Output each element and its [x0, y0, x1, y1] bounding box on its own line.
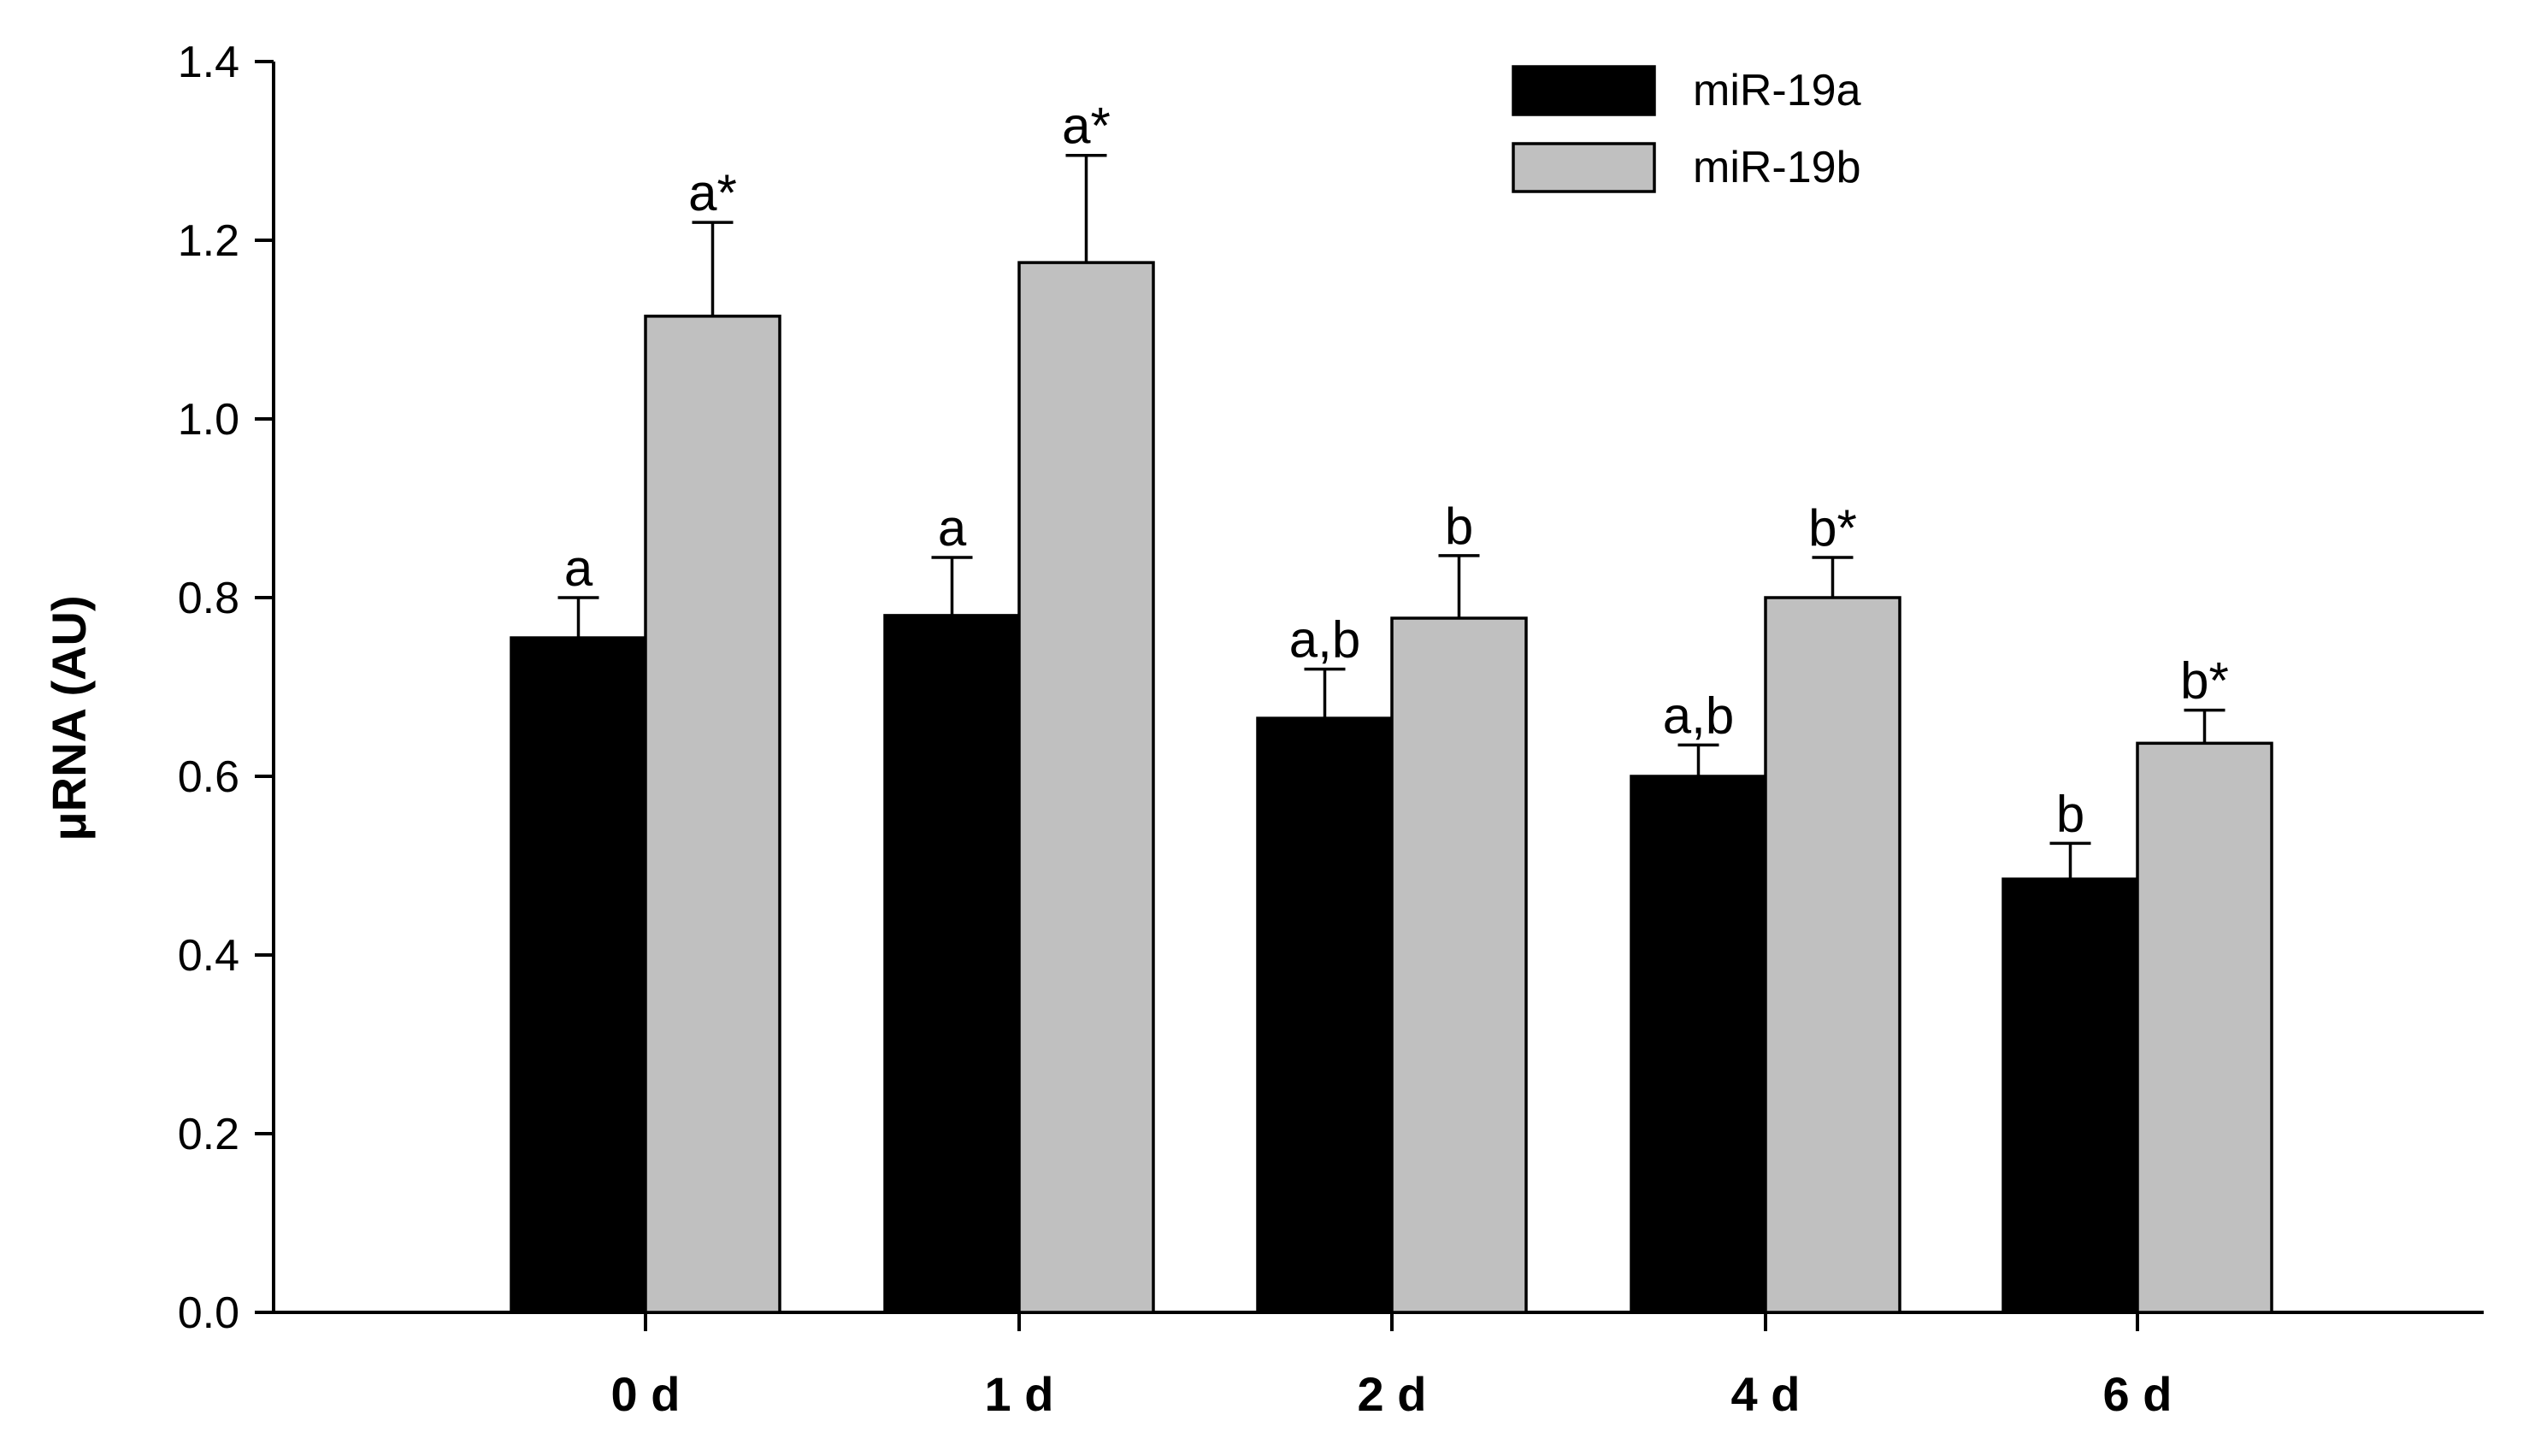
bar-miR-19b-6d: [2136, 741, 2273, 1314]
y-tick-label: 0.0: [178, 1288, 239, 1338]
x-tick-label: 1 d: [985, 1367, 1054, 1421]
y-tick-label: 1.4: [178, 38, 239, 87]
y-tick-label: 1.0: [178, 395, 239, 445]
significance-label: a: [564, 539, 593, 597]
bar-miR-19b-2d: [1390, 616, 1528, 1314]
legend-label: miR-19a: [1693, 66, 1861, 115]
y-axis: 0.0 0.2 0.4 0.6 0.8 1.0 1.2 1.4: [178, 38, 275, 1338]
y-tick-label: 0.2: [178, 1110, 239, 1159]
x-tick-label: 6 d: [2103, 1367, 2172, 1421]
bar-miR-19a-6d: [2001, 877, 2139, 1314]
legend: miR-19a miR-19b: [1512, 65, 1861, 193]
legend-swatch-miR-19b: [1512, 142, 1656, 193]
legend-label: miR-19b: [1693, 143, 1861, 192]
x-tick-label: 0 d: [611, 1367, 681, 1421]
bar-miR-19b-4d: [1764, 596, 1901, 1314]
bar-miR-19a-0d: [510, 636, 647, 1314]
significance-label: a*: [1062, 97, 1111, 155]
y-tick-label: 0.4: [178, 931, 239, 981]
significance-label: b*: [2180, 652, 2229, 710]
y-tick-label: 1.2: [178, 216, 239, 266]
bar-miR-19b-1d: [1017, 261, 1155, 1314]
y-tick-label: 0.6: [178, 752, 239, 802]
legend-swatch-miR-19a: [1512, 65, 1656, 116]
bar-miR-19a-1d: [883, 614, 1021, 1314]
significance-label: a*: [688, 164, 737, 221]
x-axis: 0 d 1 d 2 d 4 d 6 d: [274, 1311, 2484, 1421]
bar-miR-19b-0d: [644, 315, 781, 1314]
x-tick-label: 2 d: [1358, 1367, 1427, 1421]
significance-label: b: [1445, 498, 1473, 555]
significance-label: a: [938, 499, 967, 557]
y-tick-label: 0.8: [178, 574, 239, 623]
significance-label: a,b: [1289, 611, 1360, 669]
x-tick-label: 4 d: [1731, 1367, 1801, 1421]
significance-label: b*: [1808, 499, 1857, 557]
significance-label: a,b: [1663, 687, 1734, 744]
bar-miR-19a-4d: [1630, 775, 1767, 1314]
y-axis-title: μRNA (AU): [42, 595, 96, 840]
bars: a a a,b a,b b a* a* b b* b*: [510, 97, 2273, 1314]
bar-miR-19a-2d: [1256, 716, 1394, 1314]
significance-label: b: [2056, 785, 2084, 842]
